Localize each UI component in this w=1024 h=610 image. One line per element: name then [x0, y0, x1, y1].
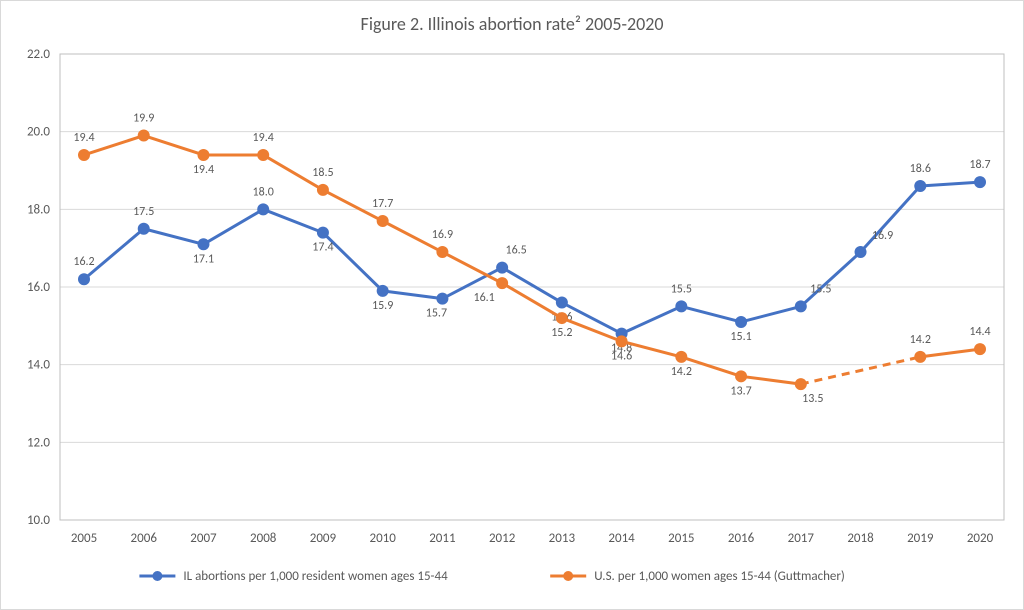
legend-swatch-marker	[152, 571, 162, 581]
data-marker	[735, 370, 747, 382]
x-tick-label: 2019	[907, 531, 934, 546]
x-tick-label: 2010	[369, 531, 396, 546]
data-marker	[914, 351, 926, 363]
data-label: 16.9	[872, 229, 893, 243]
line-chart: Figure 2. Illinois abortion rate² 2005-2…	[0, 0, 1024, 610]
data-label: 19.4	[193, 163, 214, 177]
x-tick-label: 2016	[728, 531, 755, 546]
series-line-dashed	[801, 357, 920, 384]
data-marker	[675, 300, 687, 312]
data-marker	[795, 300, 807, 312]
data-marker	[138, 223, 150, 235]
data-marker	[197, 149, 209, 161]
data-label: 14.4	[969, 325, 990, 339]
x-tick-label: 2020	[967, 531, 994, 546]
series-line	[84, 182, 980, 333]
data-label: 14.2	[910, 333, 931, 347]
data-marker	[556, 312, 568, 324]
data-marker	[436, 246, 448, 258]
data-label: 16.5	[505, 244, 526, 258]
data-label: 16.9	[432, 228, 453, 242]
data-label: 15.5	[810, 282, 831, 296]
x-tick-label: 2006	[131, 531, 158, 546]
data-label: 19.4	[253, 131, 274, 145]
x-tick-label: 2018	[847, 531, 874, 546]
legend-label: U.S. per 1,000 women ages 15-44 (Guttmac…	[594, 569, 845, 584]
x-tick-label: 2014	[608, 531, 635, 546]
y-tick-label: 16.0	[27, 280, 50, 295]
data-label: 19.4	[73, 131, 94, 145]
series-line	[84, 136, 801, 385]
data-label: 15.7	[426, 307, 447, 321]
data-label: 16.1	[473, 291, 494, 305]
data-marker	[138, 130, 150, 142]
data-marker	[78, 273, 90, 285]
data-label: 14.6	[611, 349, 632, 363]
data-label: 19.9	[133, 112, 154, 126]
data-label: 14.2	[671, 365, 692, 379]
data-marker	[257, 203, 269, 215]
data-marker	[556, 297, 568, 309]
data-marker	[914, 180, 926, 192]
data-label: 15.1	[730, 330, 751, 344]
data-marker	[377, 215, 389, 227]
data-label: 15.5	[671, 282, 692, 296]
data-label: 18.7	[969, 158, 990, 172]
data-marker	[436, 293, 448, 305]
legend-swatch-marker	[563, 571, 573, 581]
chart-container: Figure 2. Illinois abortion rate² 2005-2…	[0, 0, 1024, 610]
data-marker	[675, 351, 687, 363]
data-label: 17.7	[372, 197, 393, 211]
data-marker	[735, 316, 747, 328]
y-tick-label: 20.0	[27, 125, 50, 140]
x-tick-label: 2011	[429, 531, 455, 546]
data-marker	[377, 285, 389, 297]
data-marker	[974, 176, 986, 188]
data-label: 17.5	[133, 205, 154, 219]
x-tick-label: 2007	[190, 531, 217, 546]
x-tick-label: 2015	[668, 531, 694, 546]
data-label: 18.0	[253, 185, 274, 199]
outer-border	[1, 1, 1024, 610]
x-tick-label: 2012	[489, 531, 516, 546]
data-marker	[855, 246, 867, 258]
y-tick-label: 12.0	[27, 435, 50, 450]
series-line	[920, 349, 980, 357]
x-tick-label: 2009	[310, 531, 337, 546]
data-label: 17.1	[193, 252, 214, 266]
x-tick-label: 2017	[788, 531, 815, 546]
data-marker	[496, 277, 508, 289]
data-label: 13.7	[730, 384, 751, 398]
x-tick-label: 2013	[549, 531, 576, 546]
data-marker	[616, 335, 628, 347]
y-tick-label: 14.0	[27, 358, 50, 373]
data-marker	[257, 149, 269, 161]
chart-title: Figure 2. Illinois abortion rate² 2005-2…	[361, 13, 664, 35]
x-tick-label: 2008	[250, 531, 277, 546]
data-marker	[795, 378, 807, 390]
data-marker	[974, 343, 986, 355]
y-tick-label: 22.0	[27, 47, 50, 62]
data-label: 16.2	[73, 255, 94, 269]
data-marker	[317, 184, 329, 196]
data-label: 18.6	[910, 162, 931, 176]
y-tick-label: 18.0	[27, 202, 50, 217]
data-label: 18.5	[312, 166, 333, 180]
data-label: 13.5	[802, 392, 823, 406]
data-marker	[197, 238, 209, 250]
data-marker	[496, 262, 508, 274]
data-label: 15.9	[372, 299, 393, 313]
legend-label: IL abortions per 1,000 resident women ag…	[183, 569, 448, 584]
x-tick-label: 2005	[71, 531, 97, 546]
data-marker	[78, 149, 90, 161]
data-marker	[317, 227, 329, 239]
data-label: 15.2	[551, 326, 572, 340]
y-tick-label: 10.0	[27, 513, 50, 528]
data-label: 17.4	[312, 241, 333, 255]
